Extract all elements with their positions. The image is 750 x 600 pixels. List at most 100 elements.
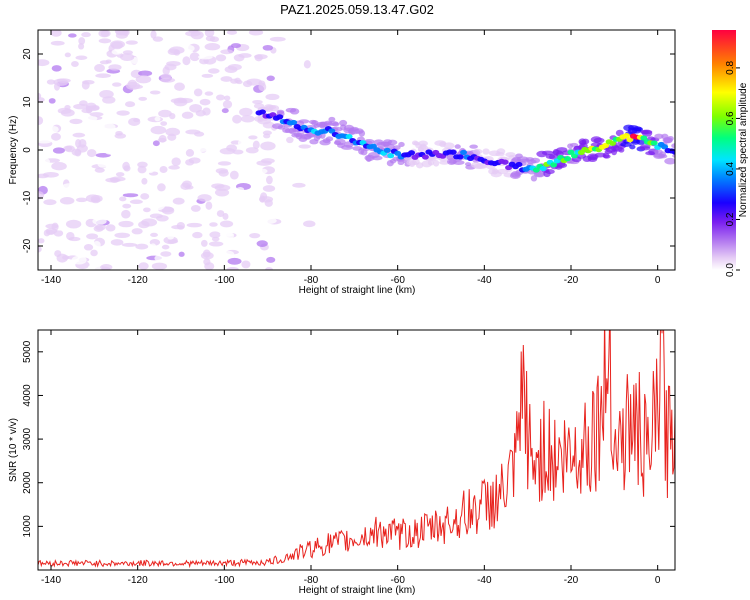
- heatmap-blob: [149, 243, 157, 252]
- heatmap-blob: [248, 30, 264, 36]
- heatmap-blob: [97, 160, 109, 168]
- heatmap-ridge-cell: [290, 119, 298, 126]
- heatmap-blob: [208, 133, 221, 140]
- heatmap-blob: [241, 260, 251, 269]
- heatmap-halo: [475, 164, 488, 169]
- heatmap-blob: [158, 109, 172, 118]
- heatmap-blob: [118, 220, 134, 228]
- heatmap-blob: [202, 249, 211, 258]
- heatmap-blob: [71, 255, 87, 265]
- heatmap-blob: [260, 192, 268, 201]
- heatmap-blob: [65, 219, 82, 229]
- heatmap-blob: [237, 139, 252, 147]
- heatmap-halo: [535, 172, 544, 177]
- heatmap-blob: [78, 30, 85, 33]
- heatmap-blob: [67, 242, 83, 248]
- heatmap-halo: [640, 144, 651, 149]
- snr-panel: -140 -120 -100 -80 -60 -40 -20 0 1000 2000 3000 40…: [8, 329, 676, 596]
- snr-x-tick-label: 0: [655, 575, 661, 586]
- heatmap-blob: [208, 241, 224, 247]
- heatmap-blob: [226, 30, 238, 35]
- heatmap-blob: [152, 36, 164, 42]
- spectrogram-y-ticks: 20 10 0 -10 -20: [22, 48, 675, 253]
- snr-y-tick-label: 3000: [22, 428, 33, 451]
- heatmap-halo: [672, 153, 675, 158]
- heatmap-blob: [86, 233, 99, 240]
- heatmap-blob: [186, 222, 203, 228]
- colorbar: 0.0 0.2 0.4 0.6 0.8 Normalized spectral ampl…: [712, 30, 749, 277]
- snr-x-tick-label: -60: [390, 575, 405, 586]
- heatmap-ridge-cell: [449, 149, 457, 155]
- heatmap-blob: [199, 98, 211, 106]
- heatmap-halo: [313, 134, 321, 142]
- heatmap-blob: [182, 56, 191, 66]
- heatmap-halo: [641, 130, 653, 137]
- colorbar-ticks: 0.0 0.2 0.4 0.6 0.8: [725, 61, 740, 277]
- heatmap-blob: [260, 141, 276, 151]
- heatmap-blob: [202, 172, 210, 182]
- heatmap-blob: [149, 213, 163, 219]
- heatmap-blob: [108, 64, 122, 71]
- heatmap-blob: [179, 141, 187, 146]
- heatmap-halo: [454, 144, 461, 149]
- spectrogram-y-label: Frequency (Hz): [8, 116, 19, 185]
- heatmap-blob: [81, 32, 91, 38]
- heatmap-halo: [482, 148, 490, 155]
- heatmap-blob: [97, 121, 105, 130]
- heatmap-blob: [248, 135, 258, 140]
- heatmap-ridge-cell: [622, 133, 630, 139]
- heatmap-blob: [83, 243, 94, 251]
- heatmap-ridge-cell: [501, 159, 509, 165]
- heatmap-blob: [100, 142, 117, 151]
- heatmap-blob: [71, 61, 79, 68]
- heatmap-blob: [150, 232, 158, 238]
- heatmap-blob: [172, 197, 185, 205]
- snr-x-tick-label: -120: [128, 575, 148, 586]
- heatmap-blob: [38, 139, 52, 144]
- heatmap-blob: [219, 220, 234, 228]
- heatmap-ridge-cell: [421, 154, 429, 160]
- heatmap-blob: [62, 183, 78, 190]
- heatmap-blob: [167, 233, 175, 240]
- heatmap-blob: [157, 183, 166, 192]
- heatmap-blob: [232, 149, 244, 155]
- heatmap-ridge-cell: [328, 128, 336, 134]
- heatmap-blob: [261, 61, 269, 71]
- heatmap-ridge-cell: [602, 142, 610, 149]
- heatmap-blob: [239, 71, 248, 80]
- heatmap-blob: [240, 115, 255, 123]
- snr-series-line: [38, 330, 675, 569]
- heatmap-blob: [265, 93, 280, 100]
- snr-y-tick-label: 2000: [22, 471, 33, 494]
- heatmap-blob: [200, 239, 208, 247]
- heatmap-blob: [122, 193, 139, 198]
- spectrogram-heatmap: [38, 30, 675, 270]
- heatmap-blob: [180, 73, 190, 80]
- heatmap-blob: [38, 191, 45, 200]
- heatmap-blob: [141, 177, 148, 185]
- snr-x-tick-label: -80: [304, 575, 319, 586]
- colorbar-tick-label: 0.4: [725, 162, 736, 176]
- heatmap-blob: [86, 149, 97, 158]
- heatmap-blob: [119, 196, 127, 202]
- heatmap-blob: [167, 133, 177, 141]
- heatmap-blob: [85, 102, 97, 110]
- heatmap-halo: [659, 151, 667, 158]
- heatmap-blob: [52, 147, 65, 154]
- heatmap-halo: [339, 119, 348, 127]
- snr-x-tick-label: -40: [477, 575, 492, 586]
- heatmap-blob: [249, 232, 261, 239]
- heatmap-blob: [151, 201, 165, 211]
- heatmap-ridge-cell: [276, 114, 284, 120]
- heatmap-blob: [230, 85, 241, 92]
- heatmap-blob: [258, 82, 267, 92]
- snr-x-ticks: -140 -120 -100 -80 -60 -40 -20 0: [41, 330, 661, 586]
- snr-y-tick-label: 1000: [22, 515, 33, 538]
- heatmap-blob: [51, 65, 62, 72]
- heatmap-blob: [150, 125, 167, 135]
- heatmap-blob: [124, 101, 136, 108]
- heatmap-blob: [138, 96, 148, 101]
- spectrogram-x-tick-label: 0: [655, 275, 661, 286]
- snr-x-tick-label: -140: [41, 575, 61, 586]
- heatmap-blob: [89, 112, 104, 117]
